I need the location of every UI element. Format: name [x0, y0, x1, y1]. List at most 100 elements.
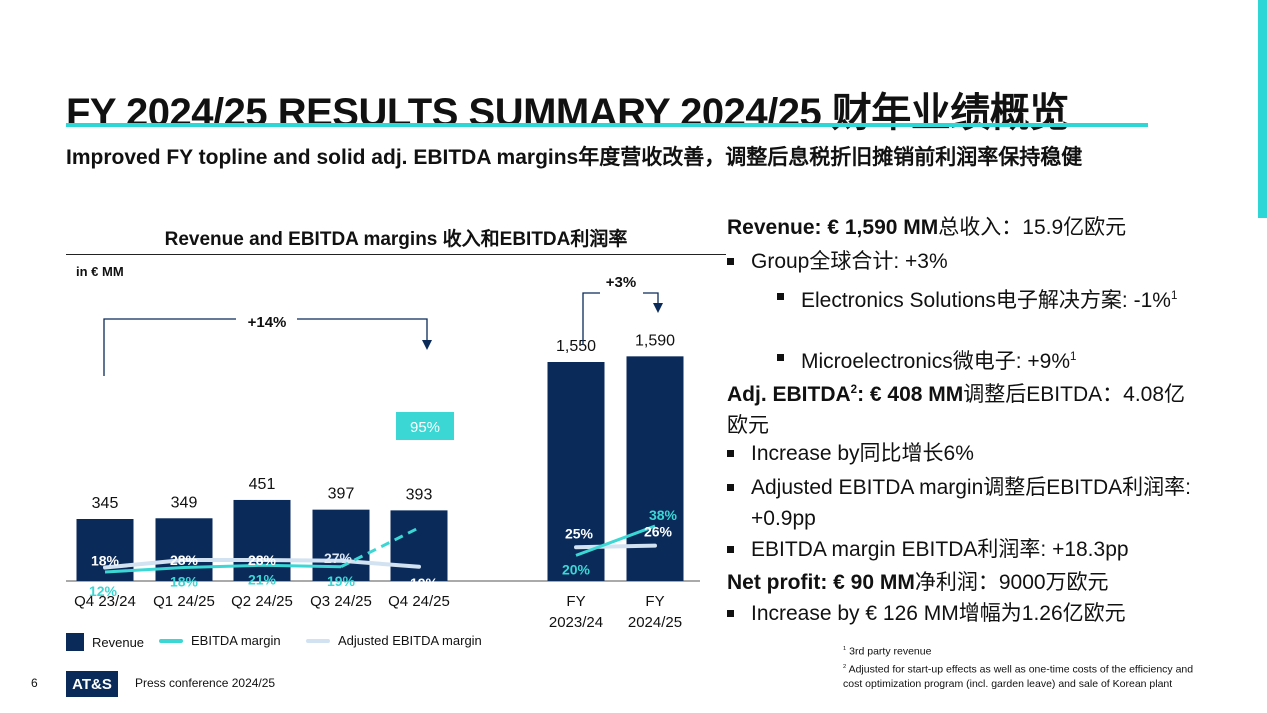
- ebitda-headline-value: : € 408 MM: [857, 383, 964, 406]
- bullet-marker: [727, 546, 734, 553]
- revenue-value-label: 1,550: [556, 338, 596, 355]
- bullet-micro: Microelectronics微电子: +9%1: [777, 342, 1076, 377]
- revenue-value-label: 397: [328, 486, 355, 503]
- adjusted-ebitda-margin-label: 28%: [248, 552, 277, 568]
- page-subtitle: Improved FY topline and solid adj. EBITD…: [66, 146, 1083, 169]
- ebitda-margin-label: 95%: [410, 419, 440, 436]
- legend-adjusted-ebitda-margin: Adjusted EBITDA margin: [306, 633, 482, 648]
- ebitda-margin-label: 12%: [89, 583, 118, 599]
- category-label: Q2 24/25: [231, 593, 293, 610]
- category-label: FY: [645, 593, 664, 610]
- chart-title-rule: [66, 254, 726, 255]
- footnote-1: 1 3rd party revenue: [843, 642, 1243, 660]
- footnote-ref: 1: [1170, 290, 1178, 302]
- legend-ebitda-margin: EBITDA margin: [159, 633, 281, 648]
- bullet-marker: [727, 610, 734, 617]
- ats-logo: AT&S: [66, 671, 118, 697]
- adjusted-ebitda-margin-label: 18%: [91, 553, 120, 569]
- bullet-increase-6-text: Increase by同比增长6%: [751, 442, 974, 465]
- adjusted-ebitda-margin-label: 27%: [324, 550, 353, 566]
- bullet-increase-126-text: Increase by € 126 MM增幅为1.26亿欧元: [751, 602, 1126, 625]
- revenue-bar: [233, 499, 291, 581]
- ebitda-margin-label: 19%: [327, 573, 356, 589]
- legend-revenue-label: Revenue: [92, 634, 145, 650]
- category-label: Q4 23/24: [74, 593, 136, 610]
- change-bracket-quarterly: [103, 318, 236, 376]
- net-profit-cn: 净利润：9000万欧元: [914, 571, 1109, 594]
- bullet-ebitda-margin-text: EBITDA margin EBITDA利润率: +18.3pp: [751, 538, 1129, 561]
- revenue-bar: [626, 356, 684, 581]
- change-bracket-annual: [582, 292, 600, 345]
- revenue-value-label: 393: [406, 486, 433, 503]
- ebitda-headline: Adj. EBITDA2: € 408 MM调整后EBITDA：4.08亿欧元: [727, 375, 1197, 441]
- category-label: 2024/25: [628, 614, 682, 631]
- legend-adjusted-swatch: [306, 638, 330, 643]
- chart-title: Revenue and EBITDA margins 收入和EBITDA利润率: [164, 229, 628, 250]
- legend-ebitda-swatch: [159, 638, 183, 643]
- category-label: 2023/24: [549, 614, 603, 631]
- revenue-bar: [312, 509, 370, 581]
- footnote-2-marker: 2: [843, 663, 847, 670]
- page-title: FY 2024/25 RESULTS SUMMARY 2024/25 财年业绩概…: [66, 91, 1069, 135]
- adjusted-ebitda-margin-label: 28%: [170, 552, 199, 568]
- bullet-ebitda-margin: EBITDA margin EBITDA利润率: +18.3pp: [727, 534, 1129, 565]
- adjusted-ebitda-margin-line: [103, 558, 421, 570]
- revenue-bar: [155, 518, 213, 581]
- ebitda-headline-cn: 调整后EBITDA：4.08亿欧元: [727, 383, 1186, 437]
- adjusted-ebitda-margin-label: 25%: [565, 525, 594, 541]
- adjusted-ebitda-margin-label: 26%: [644, 524, 673, 540]
- net-profit-headline: Net profit: € 90 MM净利润：9000万欧元: [727, 567, 1109, 598]
- bullet-group: Group全球合计: +3%: [727, 246, 948, 277]
- legend-ebitda-label: EBITDA margin: [191, 633, 281, 648]
- change-label-annual: +3%: [606, 274, 636, 291]
- footnote-ref: 2: [850, 384, 858, 396]
- category-label: FY: [566, 593, 585, 610]
- legend-revenue-swatch: [66, 633, 84, 651]
- bullet-micro-text: Microelectronics微电子: +9%: [801, 350, 1070, 373]
- bullet-marker: [727, 484, 734, 491]
- change-bracket-annual: [643, 292, 659, 306]
- change-arrow-annual: [653, 303, 663, 313]
- ebitda-margin-label: 21%: [248, 571, 277, 587]
- change-label-quarterly: +14%: [248, 314, 287, 331]
- bullet-adj-margin-text: Adjusted EBITDA margin调整后EBITDA利润率: +0.9…: [751, 476, 1191, 530]
- revenue-headline: Revenue: € 1,590 MM总收入：15.9亿欧元: [727, 212, 1126, 243]
- revenue-value-label: 1,590: [635, 332, 675, 349]
- bullet-marker: [727, 450, 734, 457]
- ebitda-margin-label: 20%: [562, 561, 591, 577]
- accent-bar: [1258, 0, 1267, 218]
- change-bracket-quarterly: [297, 318, 428, 343]
- bullet-adj-margin: Adjusted EBITDA margin调整后EBITDA利润率: +0.9…: [727, 472, 1222, 534]
- footnote-1-marker: 1: [843, 646, 847, 652]
- footnote-2: 2 Adjusted for start-up effects as well …: [843, 660, 1243, 678]
- footnote-ref: 1: [1070, 351, 1077, 363]
- bullet-marker: [777, 354, 784, 361]
- revenue-headline-value: Revenue: € 1,590 MM: [727, 216, 939, 239]
- category-label: Q4 24/25: [388, 593, 450, 610]
- bullet-increase-126: Increase by € 126 MM增幅为1.26亿欧元: [727, 598, 1126, 629]
- revenue-margin-chart: 345 349 451 397 393 Q4 23/24 Q1 24/25 Q2 24/25 Q…: [66, 274, 700, 631]
- ebitda-headline-label: Adj. EBITDA: [727, 383, 851, 406]
- bullet-electronics-text: Electronics Solutions电子解决方案: -1%: [801, 289, 1171, 312]
- footnote-2-cont-text: cost optimization program (incl. garden …: [843, 678, 1173, 690]
- bullet-marker: [777, 293, 784, 300]
- chart-unit: in € MM: [76, 264, 124, 279]
- bullet-group-text: Group全球合计: +3%: [751, 250, 948, 273]
- footnotes: 1 3rd party revenue 2 Adjusted for start…: [843, 642, 1243, 692]
- adjusted-ebitda-margin-label: 19%: [410, 575, 439, 591]
- ebitda-margin-callout-box: [396, 412, 454, 440]
- ebitda-margin-label: 18%: [170, 574, 199, 590]
- footer-text: Press conference 2024/25: [135, 676, 276, 690]
- net-profit-value: Net profit: € 90 MM: [727, 571, 915, 594]
- legend-adjusted-label: Adjusted EBITDA margin: [338, 633, 482, 648]
- title-underline: [66, 123, 1148, 127]
- adjusted-ebitda-margin-line: [574, 543, 657, 550]
- footnote-2-text: Adjusted for start-up effects as well as…: [848, 663, 1194, 675]
- ebitda-margin-line: [575, 524, 656, 557]
- bullet-increase-6: Increase by同比增长6%: [727, 438, 974, 469]
- bullet-marker: [727, 258, 734, 265]
- page-number: 6: [31, 676, 38, 690]
- revenue-bar: [547, 362, 605, 581]
- legend-revenue: Revenue: [66, 633, 144, 651]
- footnote-2-cont: cost optimization program (incl. garden …: [843, 677, 1243, 692]
